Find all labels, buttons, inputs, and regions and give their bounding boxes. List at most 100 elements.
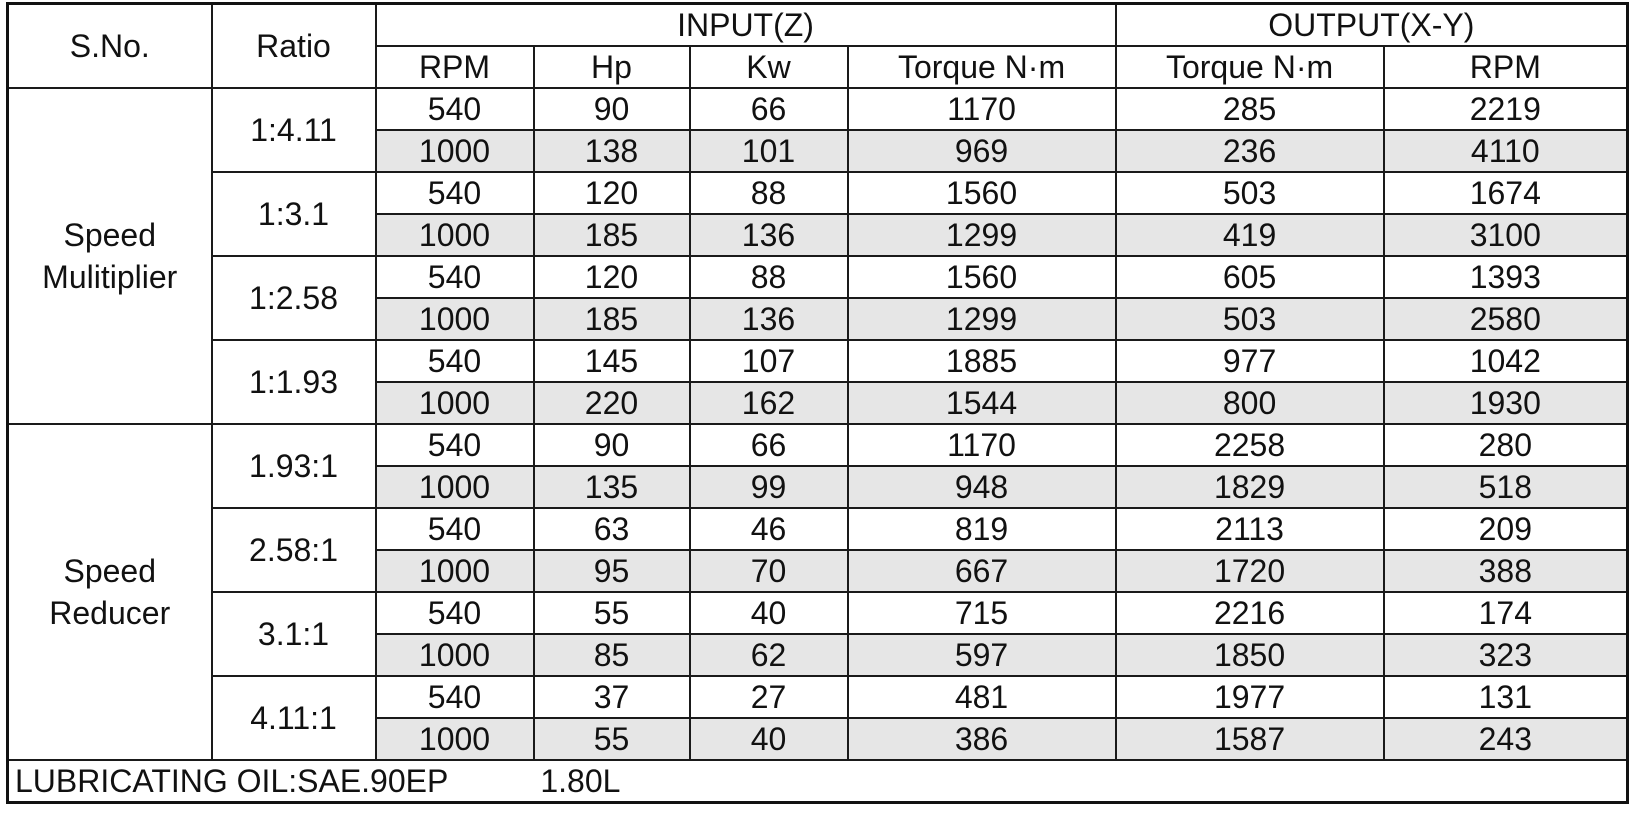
cell-output-torque: 1720 <box>1114 549 1385 593</box>
cell-input-rpm: 540 <box>374 423 535 467</box>
cell-input-rpm: 1000 <box>374 465 535 509</box>
table-row: 1000 185 136 1299 419 3100 <box>8 213 1630 257</box>
cell-input-torque: 667 <box>846 549 1117 593</box>
cell-input-torque: 1560 <box>846 171 1117 215</box>
table-row: 3.1:1 540 55 40 715 2216 174 <box>8 591 1630 677</box>
cell-input-torque: 819 <box>846 507 1117 551</box>
cell-input-torque: 1560 <box>846 255 1117 299</box>
col-header-output-torque: Torque N·m <box>1114 45 1385 89</box>
cell-output-torque: 605 <box>1114 255 1385 299</box>
ratio-cell: 1:3.1 <box>210 171 377 257</box>
cell-input-rpm: 1000 <box>374 633 535 677</box>
cell-input-rpm: 1000 <box>374 381 535 425</box>
cell-input-kw: 88 <box>688 255 849 299</box>
table-row: 1000 55 40 386 1587 243 <box>8 717 1630 761</box>
cell-input-hp: 95 <box>532 549 691 593</box>
cell-output-rpm: 323 <box>1382 633 1630 677</box>
table-body: Speed Mulitiplier 1:4.11 540 90 66 1170 285 2219… <box>6 87 1630 761</box>
sno-header: S.No. <box>6 2 213 89</box>
cell-input-kw: 101 <box>688 129 849 173</box>
table-row: 1:3.1 540 120 88 1560 503 1674 <box>8 171 1630 257</box>
ratio-cell: 2.58:1 <box>210 507 377 593</box>
table-row: 1000 138 101 969 236 4110 <box>8 129 1630 173</box>
cell-input-rpm: 1000 <box>374 129 535 173</box>
ratio-cell: 1:4.11 <box>210 87 377 173</box>
cell-output-torque: 2258 <box>1114 423 1385 467</box>
col-header-input-torque: Torque N·m <box>846 45 1117 89</box>
cell-input-kw: 107 <box>688 339 849 383</box>
cell-output-rpm: 280 <box>1382 423 1630 467</box>
cell-input-rpm: 540 <box>374 675 535 719</box>
cell-input-torque: 969 <box>846 129 1117 173</box>
lubricating-oil-label: LUBRICATING OIL:SAE.90EP <box>15 763 449 799</box>
cell-output-torque: 503 <box>1114 171 1385 215</box>
table-row: 1:1.93 540 145 107 1885 977 1042 <box>8 339 1630 425</box>
cell-input-rpm: 1000 <box>374 717 535 761</box>
cell-input-kw: 40 <box>688 717 849 761</box>
cell-output-rpm: 3100 <box>1382 213 1630 257</box>
table-row: 2.58:1 540 63 46 819 2113 209 <box>8 507 1630 593</box>
cell-output-rpm: 2219 <box>1382 87 1630 131</box>
group-label-line: Mulitiplier <box>42 259 178 295</box>
cell-input-hp: 85 <box>532 633 691 677</box>
cell-input-hp: 37 <box>532 675 691 719</box>
cell-input-kw: 99 <box>688 465 849 509</box>
lubricating-oil-note: LUBRICATING OIL:SAE.90EP 1.80L <box>5 759 1630 804</box>
cell-input-hp: 55 <box>532 591 691 635</box>
gearbox-spec-table: S.No. Ratio INPUT(Z) OUTPUT(X-Y) RPM Hp … <box>5 2 1630 804</box>
cell-input-kw: 162 <box>688 381 849 425</box>
ratio-header: Ratio <box>210 2 377 89</box>
cell-input-kw: 136 <box>688 297 849 341</box>
cell-input-rpm: 540 <box>374 87 535 131</box>
cell-input-hp: 63 <box>532 507 691 551</box>
cell-input-hp: 90 <box>532 423 691 467</box>
cell-input-kw: 27 <box>688 675 849 719</box>
cell-output-torque: 285 <box>1114 87 1385 131</box>
cell-input-torque: 1885 <box>846 339 1117 383</box>
cell-input-torque: 386 <box>846 717 1117 761</box>
col-header-input-rpm: RPM <box>374 45 535 89</box>
cell-output-torque: 503 <box>1114 297 1385 341</box>
table-row: 1000 135 99 948 1829 518 <box>8 465 1630 509</box>
table-row: 1000 185 136 1299 503 2580 <box>8 297 1630 341</box>
group-label-cell: Speed Reducer <box>6 423 213 761</box>
cell-input-hp: 120 <box>532 255 691 299</box>
cell-input-rpm: 1000 <box>374 549 535 593</box>
cell-input-kw: 66 <box>688 87 849 131</box>
cell-input-kw: 46 <box>688 507 849 551</box>
cell-input-rpm: 1000 <box>374 297 535 341</box>
cell-output-rpm: 209 <box>1382 507 1630 551</box>
cell-input-rpm: 540 <box>374 591 535 635</box>
ratio-cell: 1.93:1 <box>210 423 377 509</box>
cell-input-rpm: 540 <box>374 171 535 215</box>
cell-input-hp: 120 <box>532 171 691 215</box>
ratio-cell: 1:2.58 <box>210 255 377 341</box>
group-label-line: Speed <box>63 217 157 253</box>
cell-input-hp: 185 <box>532 297 691 341</box>
spec-table-wrapper: S.No. Ratio INPUT(Z) OUTPUT(X-Y) RPM Hp … <box>5 2 1630 804</box>
ratio-cell: 1:1.93 <box>210 339 377 425</box>
footer-row: LUBRICATING OIL:SAE.90EP 1.80L <box>5 759 1630 804</box>
cell-output-rpm: 2580 <box>1382 297 1630 341</box>
cell-output-torque: 1977 <box>1114 675 1385 719</box>
cell-input-torque: 481 <box>846 675 1117 719</box>
cell-input-torque: 948 <box>846 465 1117 509</box>
cell-input-rpm: 540 <box>374 339 535 383</box>
lubricating-oil-quantity: 1.80L <box>540 763 621 799</box>
group-label-line: Speed <box>63 553 157 589</box>
table-row: 1000 85 62 597 1850 323 <box>8 633 1630 677</box>
input-group-header: INPUT(Z) <box>374 2 1117 47</box>
output-group-header: OUTPUT(X-Y) <box>1114 2 1630 47</box>
cell-input-hp: 90 <box>532 87 691 131</box>
cell-input-rpm: 540 <box>374 507 535 551</box>
cell-output-rpm: 4110 <box>1382 129 1630 173</box>
cell-output-rpm: 388 <box>1382 549 1630 593</box>
cell-input-torque: 1544 <box>846 381 1117 425</box>
cell-input-hp: 135 <box>532 465 691 509</box>
cell-output-torque: 800 <box>1114 381 1385 425</box>
cell-input-rpm: 1000 <box>374 213 535 257</box>
group-label-cell: Speed Mulitiplier <box>6 87 213 425</box>
cell-output-rpm: 1042 <box>1382 339 1630 383</box>
cell-input-kw: 40 <box>688 591 849 635</box>
cell-input-kw: 62 <box>688 633 849 677</box>
